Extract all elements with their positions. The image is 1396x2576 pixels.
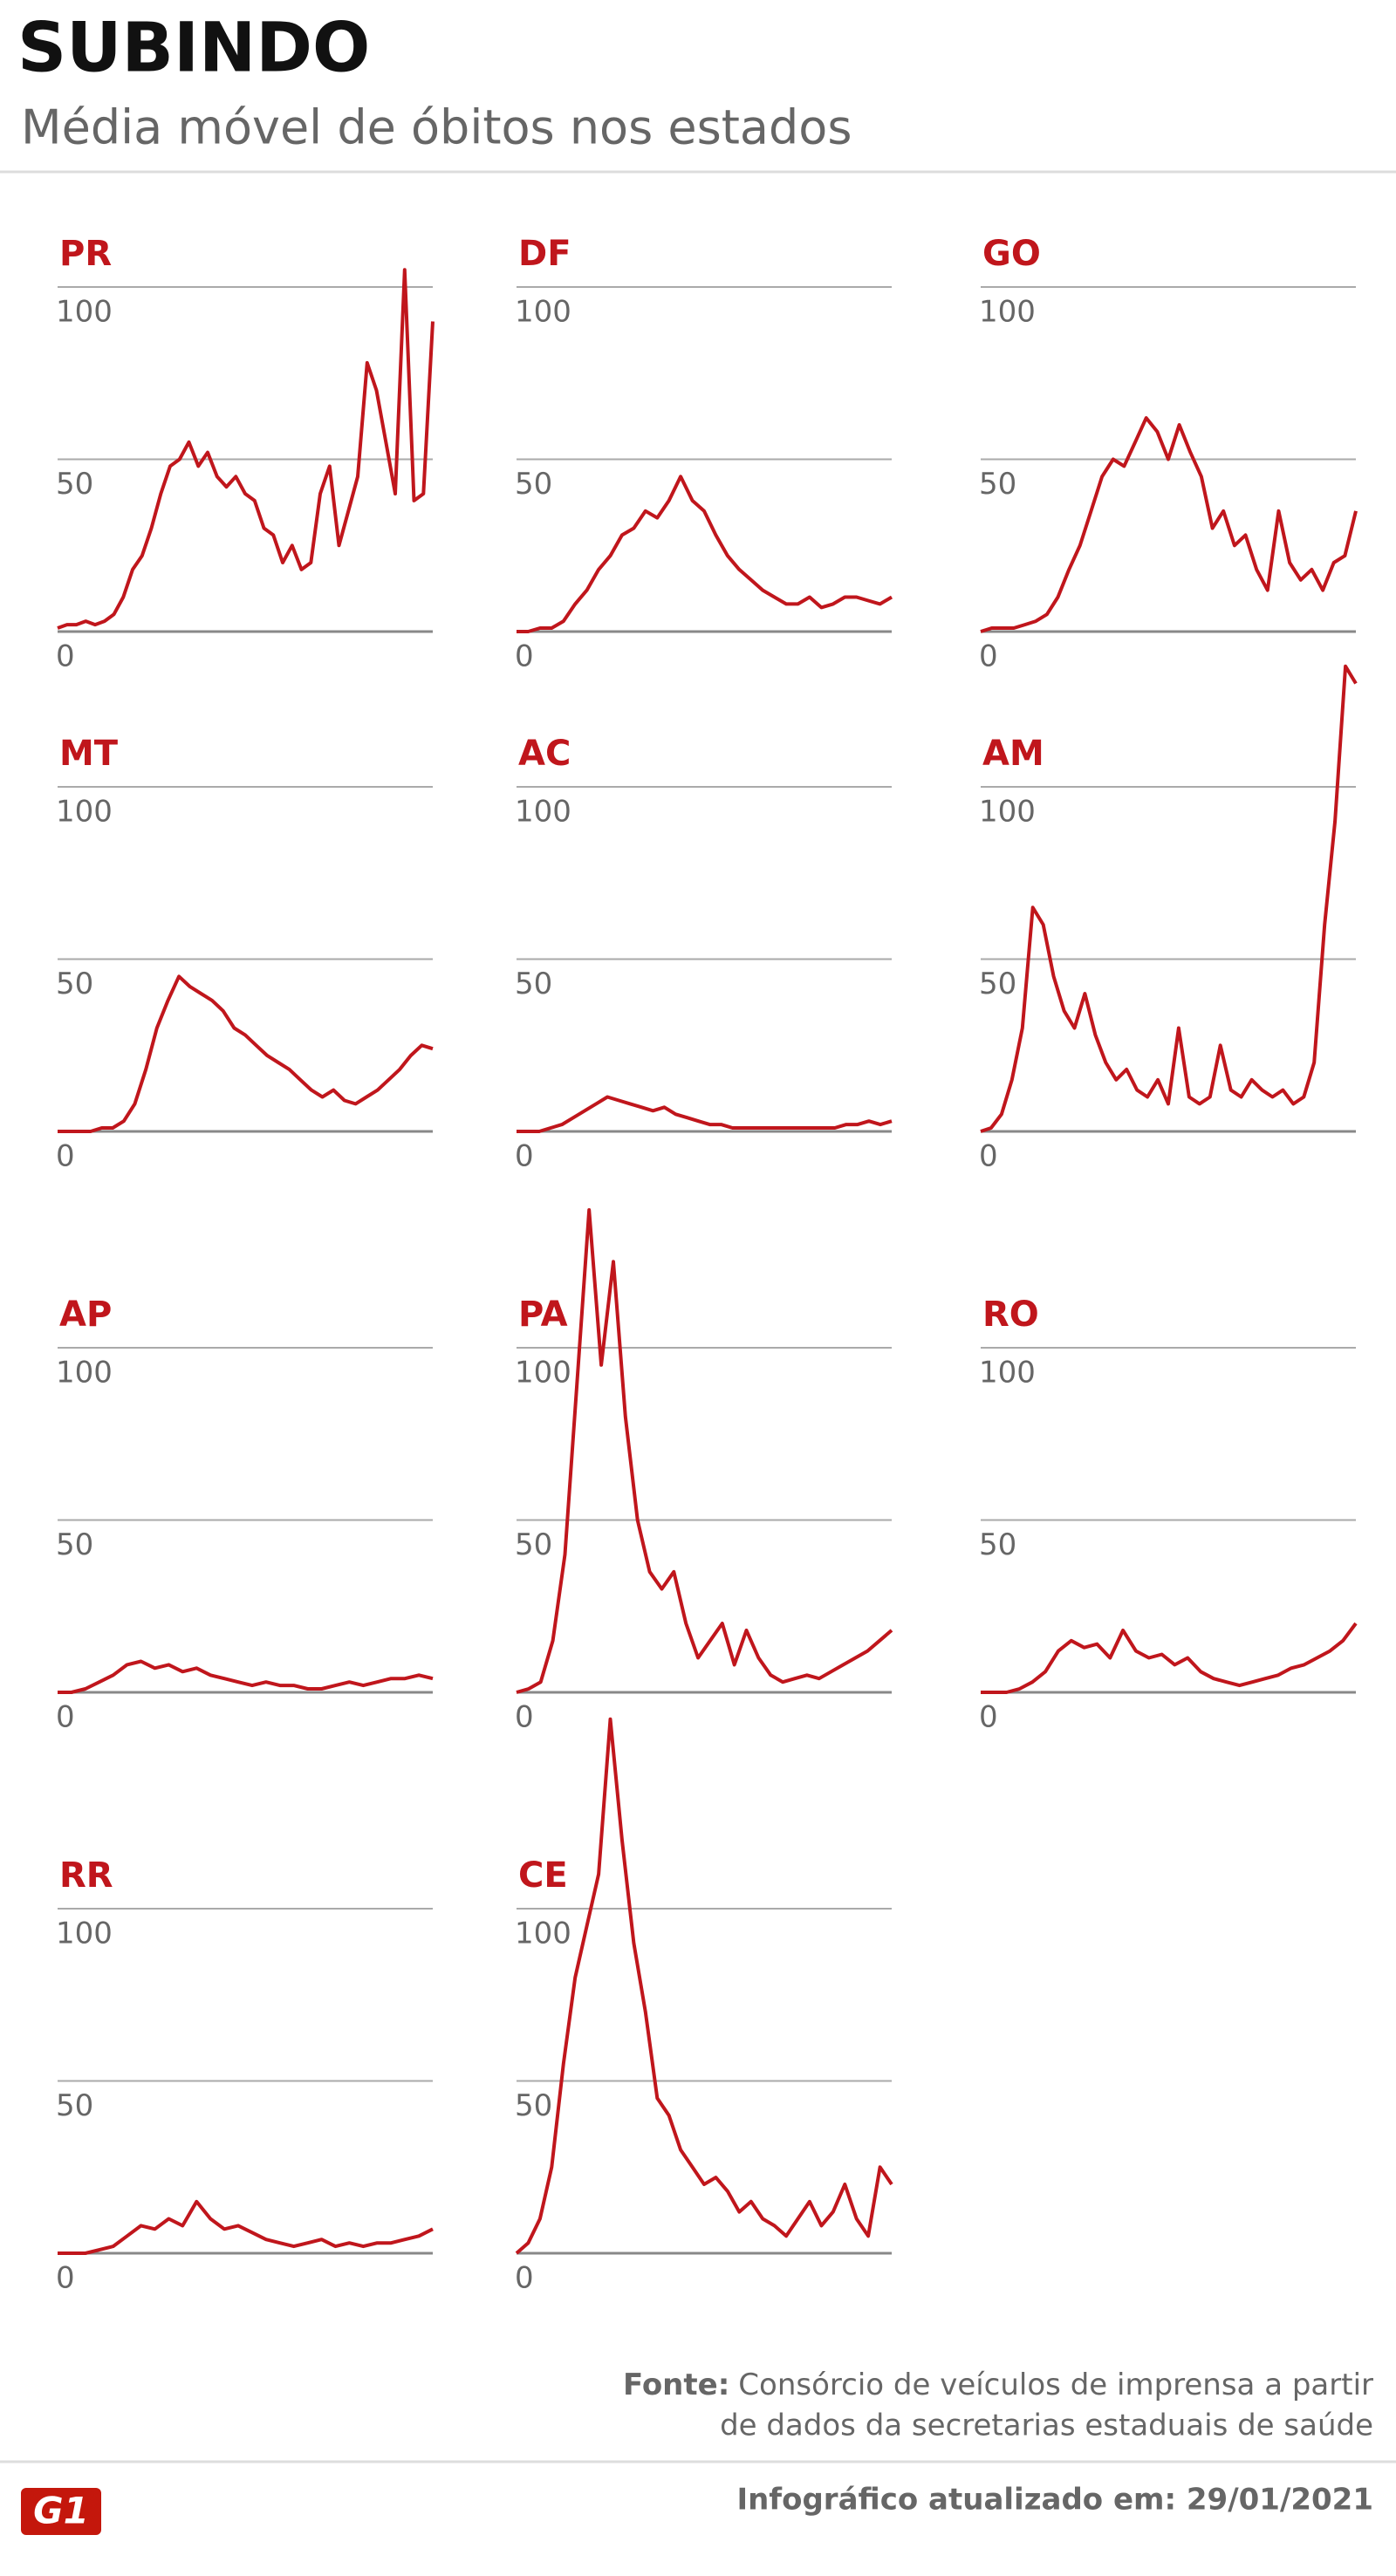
y-tick-label: 50 [979, 1527, 1016, 1562]
subtitle: Média móvel de óbitos nos estados [21, 100, 852, 155]
y-tick-label: 0 [979, 1139, 998, 1174]
chart-title: CE [518, 1855, 568, 1896]
y-tick-label: 50 [515, 967, 552, 1001]
y-tick-label: 100 [979, 1356, 1036, 1390]
y-tick-label: 0 [56, 2261, 75, 2296]
y-tick-label: 100 [56, 795, 113, 830]
y-tick-label: 50 [56, 2088, 93, 2123]
y-tick-label: 50 [515, 467, 552, 502]
line [515, 1717, 893, 2255]
chart-title: RO [982, 1295, 1039, 1335]
title: SUBINDO [17, 9, 370, 87]
y-tick-label: 0 [515, 1700, 534, 1735]
line [517, 1095, 893, 1133]
charts: 0 50 100 PR 0 50 100 DF 0 50 100 GO 0 50 100 MT 0 50 100 AC… [56, 234, 1358, 2296]
y-tick-label: 100 [979, 295, 1036, 330]
line [981, 1622, 1358, 1694]
y-tick-label: 50 [56, 1527, 93, 1562]
logo-box [21, 2488, 101, 2535]
y-tick-label: 0 [515, 1139, 534, 1174]
line [57, 268, 435, 630]
y-tick-label: 0 [515, 2261, 534, 2296]
chart-title: DF [518, 234, 571, 274]
y-tick-label: 0 [515, 639, 534, 674]
y-tick-label: 0 [56, 639, 75, 674]
y-tick-label: 100 [515, 1356, 571, 1390]
y-tick-label: 50 [979, 967, 1016, 1001]
y-tick-label: 50 [979, 467, 1016, 502]
y-tick-label: 50 [56, 967, 93, 1001]
updated: Infográfico atualizado em: 29/01/2021 [736, 2483, 1373, 2518]
source-label: Fonte: [623, 2368, 729, 2402]
logo: G1 [33, 2490, 89, 2532]
line [980, 664, 1358, 1133]
y-tick-label: 0 [56, 1700, 75, 1735]
source-line-2: de dados da secretarias estaduais de saú… [720, 2409, 1373, 2443]
y-tick-label: 50 [515, 2088, 552, 2123]
line [58, 974, 434, 1133]
y-tick-label: 100 [56, 1917, 113, 1951]
line [517, 475, 893, 633]
y-tick-label: 100 [56, 295, 113, 330]
chart-title: MT [59, 734, 119, 774]
y-tick-label: 100 [515, 295, 571, 330]
line [980, 416, 1358, 633]
y-tick-label: 100 [515, 1917, 571, 1951]
y-tick-label: 50 [515, 1527, 552, 1562]
chart-title: RR [59, 1855, 113, 1896]
chart-title: AC [518, 734, 571, 774]
chart-title: GO [982, 234, 1041, 274]
y-tick-label: 0 [979, 639, 998, 674]
source-text: Consórcio de veículos de imprensa a part… [738, 2368, 1373, 2402]
chart-title: PA [518, 1295, 568, 1335]
line [516, 1208, 893, 1694]
chart-title: AM [982, 734, 1044, 774]
source-line-1: Fonte: Consórcio de veículos de imprensa … [623, 2368, 1373, 2402]
y-tick-label: 0 [979, 1700, 998, 1735]
y-tick-label: 50 [56, 467, 93, 502]
y-tick-label: 100 [979, 795, 1036, 830]
y-tick-label: 0 [56, 1139, 75, 1174]
chart-title: PR [59, 234, 112, 274]
line [58, 2199, 434, 2255]
y-tick-label: 100 [515, 795, 571, 830]
y-tick-label: 100 [56, 1356, 113, 1390]
line [58, 1659, 434, 1694]
chart-title: AP [59, 1295, 112, 1335]
